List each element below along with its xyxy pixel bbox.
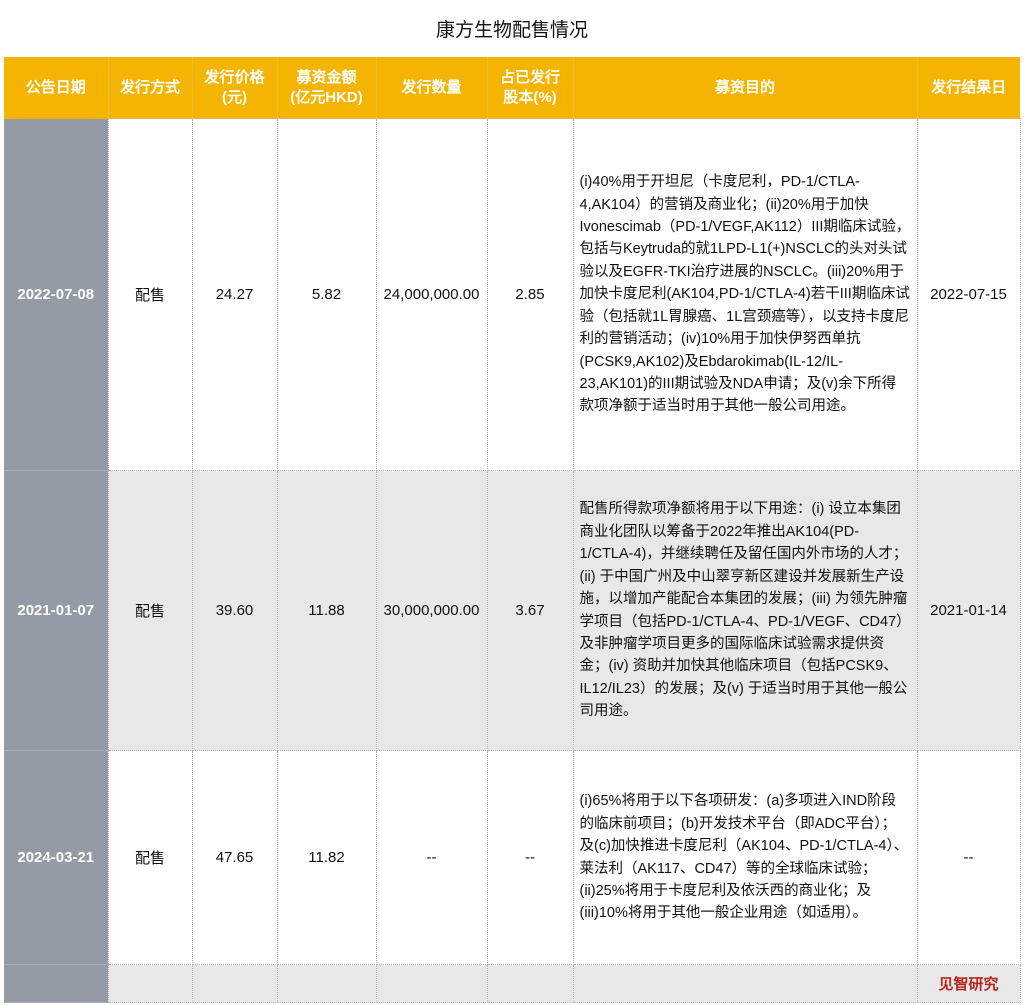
quantity: 30,000,000.00 — [375, 470, 488, 751]
table-row: 2022-07-08 配售 24.27 5.82 24,000,000.00 2… — [4, 118, 1021, 471]
result-date: -- — [916, 750, 1021, 965]
placement-table: 公告日期 发行方式 发行价格 (元) 募资金额 (亿元HKD) 发行数量 占已发… — [4, 57, 1021, 1003]
table-title: 康方生物配售情况 — [435, 20, 588, 41]
result-date: 2022-07-15 — [916, 118, 1021, 471]
announce-date: 2021-01-07 — [4, 470, 108, 751]
purpose: 配售所得款项净额将用于以下用途：(i) 设立本集团商业化团队以筹备于2022年推… — [572, 470, 918, 751]
method: 配售 — [107, 118, 193, 471]
header-announce-date: 公告日期 — [4, 57, 108, 119]
share-pct: 2.85 — [486, 118, 574, 471]
table-row: 2021-01-07 配售 39.60 11.88 30,000,000.00 … — [4, 470, 1021, 751]
method: 配售 — [107, 750, 193, 965]
amount: 11.82 — [276, 750, 377, 965]
price: 24.27 — [191, 118, 278, 471]
purpose: (i)40%用于开坦尼（卡度尼利，PD-1/CTLA-4,AK104）的营销及商… — [572, 118, 918, 471]
price: 47.65 — [191, 750, 278, 965]
header-result-date: 发行结果日 — [916, 57, 1020, 119]
header-row: 公告日期 发行方式 发行价格 (元) 募资金额 (亿元HKD) 发行数量 占已发… — [4, 57, 1020, 119]
announce-date: 2022-07-08 — [4, 118, 108, 471]
quantity: -- — [375, 750, 488, 965]
share-pct: 3.67 — [486, 470, 574, 751]
header-share-pct: 占已发行 股本(%) — [486, 57, 573, 119]
header-purpose: 募资目的 — [572, 57, 917, 119]
header-quantity: 发行数量 — [375, 57, 487, 119]
share-pct: -- — [486, 750, 574, 965]
announce-date: 2024-03-21 — [4, 750, 108, 965]
header-price: 发行价格 (元) — [191, 57, 277, 119]
method: 配售 — [107, 470, 193, 751]
result-date: 2021-01-14 — [916, 470, 1021, 751]
purpose: (i)65%将用于以下各项研发：(a)多项进入IND阶段的临床前项目；(b)开发… — [572, 750, 918, 965]
header-method: 发行方式 — [107, 57, 192, 119]
footer-row: 见智研究 — [4, 964, 1021, 1003]
header-amount: 募资金额 (亿元HKD) — [276, 57, 376, 119]
amount: 5.82 — [276, 118, 377, 471]
amount: 11.88 — [276, 470, 377, 751]
brand-watermark: 见智研究 — [938, 976, 999, 993]
quantity: 24,000,000.00 — [375, 118, 488, 471]
price: 39.60 — [191, 470, 278, 751]
table-row: 2024-03-21 配售 47.65 11.82 -- -- (i)65%将用… — [4, 750, 1021, 965]
